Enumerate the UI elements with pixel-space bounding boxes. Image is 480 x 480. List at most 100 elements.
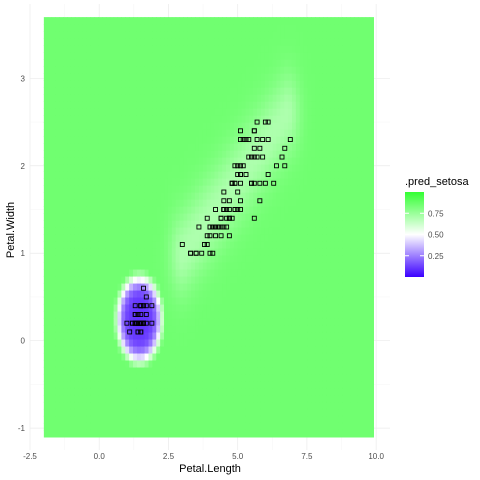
prediction-tile [342,234,347,242]
prediction-tile [315,429,320,438]
prediction-tile [125,115,130,123]
prediction-tile [47,366,53,375]
prediction-tile [160,401,165,410]
prediction-tile [136,129,142,137]
prediction-tile [160,227,165,235]
prediction-tile [346,136,351,144]
prediction-tile [195,408,200,417]
prediction-tile [175,129,181,137]
prediction-tile [307,66,312,74]
prediction-tile [330,415,336,424]
prediction-tile [179,380,185,389]
prediction-tile [276,45,281,53]
prediction-tile [47,310,53,319]
prediction-tile [129,296,134,305]
prediction-tile [264,185,270,193]
prediction-tile [210,234,216,242]
prediction-tile [303,94,309,102]
prediction-tile [171,394,177,403]
prediction-tile [202,206,208,214]
prediction-tile [361,373,367,382]
prediction-tile [253,171,258,179]
prediction-tile [272,129,278,137]
prediction-tile [133,373,138,382]
prediction-tile [82,66,88,74]
prediction-tile [187,275,192,284]
prediction-tile [117,59,122,67]
prediction-tile [59,234,64,242]
prediction-tile [179,359,185,368]
prediction-tile [133,17,138,25]
prediction-tile [43,268,49,277]
prediction-tile [260,150,266,158]
prediction-tile [342,52,347,60]
prediction-tile [82,380,88,389]
prediction-tile [346,296,351,305]
prediction-tile [218,387,223,396]
prediction-tile [226,38,231,46]
prediction-tile [214,408,219,417]
prediction-tile [249,345,254,354]
prediction-tile [346,59,351,67]
prediction-tile [210,296,216,305]
prediction-tile [63,310,68,319]
prediction-tile [357,199,363,207]
prediction-tile [59,415,64,424]
prediction-tile [206,254,212,263]
prediction-tile [342,240,347,249]
prediction-tile [319,254,324,263]
prediction-tile [206,352,212,361]
prediction-tile [198,268,204,277]
prediction-tile [288,192,293,200]
prediction-tile [334,206,340,214]
prediction-tile [338,254,343,263]
prediction-tile [198,317,204,326]
prediction-tile [183,17,188,25]
prediction-tile [102,394,107,403]
prediction-tile [291,24,297,32]
prediction-tile [284,261,289,270]
prediction-tile [233,296,239,305]
prediction-tile [315,66,320,74]
prediction-tile [322,115,328,123]
prediction-tile [210,66,216,74]
prediction-tile [121,115,126,123]
prediction-tile [350,136,355,144]
prediction-tile [105,80,111,88]
prediction-tile [191,122,196,130]
prediction-tile [43,199,49,207]
prediction-tile [226,101,231,109]
prediction-tile [105,227,111,235]
prediction-tile [291,115,297,123]
prediction-tile [78,31,84,39]
prediction-tile [175,303,181,312]
prediction-tile [183,59,188,67]
prediction-tile [179,310,185,319]
prediction-tile [315,254,320,263]
prediction-tile [167,143,173,151]
prediction-tile [51,373,57,382]
prediction-tile [164,394,169,403]
prediction-tile [78,352,84,361]
prediction-tile [94,129,99,137]
prediction-tile [125,122,130,130]
prediction-tile [98,429,103,438]
prediction-tile [67,31,72,39]
prediction-tile [268,178,274,186]
prediction-tile [152,282,157,291]
prediction-tile [272,275,278,284]
prediction-tile [226,303,231,312]
prediction-tile [160,429,165,438]
prediction-tile [268,94,274,102]
prediction-tile [51,171,57,179]
prediction-tile [319,192,324,200]
prediction-tile [350,394,355,403]
prediction-tile [272,296,278,305]
prediction-tile [303,73,309,81]
prediction-tile [272,199,278,207]
prediction-tile [307,429,312,438]
prediction-tile [272,38,278,46]
prediction-tile [319,310,324,319]
prediction-tile [284,338,289,347]
prediction-tile [233,108,239,116]
